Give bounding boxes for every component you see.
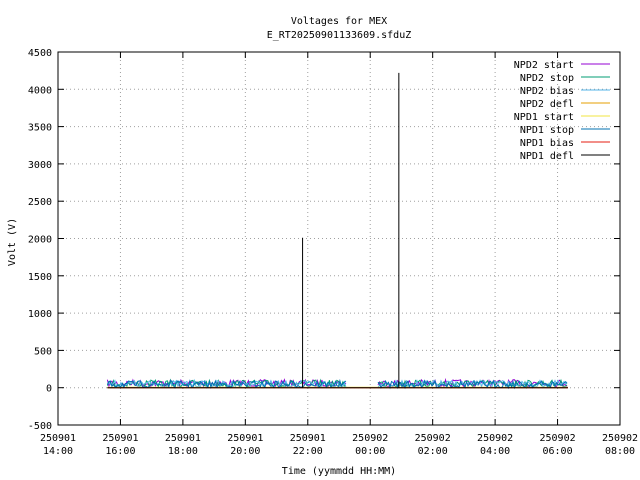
- data-layer: [106, 72, 568, 390]
- x-tick-label-time: 18:00: [168, 446, 198, 457]
- ticks-layer: -500 0 500 1000 1500 2000 2500 3000 3500 4000 4500…: [28, 48, 638, 457]
- y-tick-label: 4000: [28, 85, 52, 96]
- series-line-0: [377, 377, 568, 389]
- x-tick-label-time: 08:00: [605, 446, 635, 457]
- y-tick-label: 1000: [28, 309, 52, 320]
- x-tick-label-date: 250901: [290, 433, 326, 444]
- y-tick-label: -500: [28, 421, 52, 432]
- x-tick-label-date: 250902: [602, 433, 638, 444]
- x-tick-label-time: 06:00: [543, 446, 573, 457]
- legend-label: NPD2 bias: [520, 86, 574, 97]
- legend-label: NPD1 bias: [520, 138, 574, 149]
- x-tick-label-date: 250902: [415, 433, 451, 444]
- x-tick-label-time: 20:00: [230, 446, 260, 457]
- y-axis-label: Volt (V): [7, 218, 18, 266]
- chart-subtitle: E_RT20250901133609.sfduZ: [267, 30, 412, 41]
- chart-title: Voltages for MEX: [291, 16, 387, 27]
- x-tick-label-time: 16:00: [105, 446, 135, 457]
- x-tick-label-date: 250901: [40, 433, 76, 444]
- legend-label: NPD2 stop: [520, 73, 574, 84]
- legend-label: NPD2 start: [514, 60, 574, 71]
- x-tick-label-date: 250901: [227, 433, 263, 444]
- y-tick-label: 0: [46, 384, 52, 395]
- y-tick-label: 4500: [28, 48, 52, 59]
- x-tick-label-date: 250902: [539, 433, 575, 444]
- legend-label: NPD1 defl: [520, 151, 574, 162]
- x-tick-label-time: 00:00: [355, 446, 385, 457]
- y-tick-label: 2000: [28, 235, 52, 246]
- x-tick-label-time: 02:00: [418, 446, 448, 457]
- y-tick-label: 500: [34, 346, 52, 357]
- y-tick-label: 1500: [28, 272, 52, 283]
- x-tick-label-time: 04:00: [480, 446, 510, 457]
- x-tick-label-time: 14:00: [43, 446, 73, 457]
- x-tick-label-date: 250901: [102, 433, 138, 444]
- legend-label: NPD2 defl: [520, 99, 574, 110]
- y-tick-label: 3500: [28, 123, 52, 134]
- legend-label: NPD1 start: [514, 112, 574, 123]
- y-tick-label: 3000: [28, 160, 52, 171]
- series-line-5: [106, 378, 347, 390]
- x-tick-label-date: 250902: [477, 433, 513, 444]
- series-line-5: [377, 379, 568, 390]
- x-tick-label-date: 250902: [352, 433, 388, 444]
- x-tick-label-time: 22:00: [293, 446, 323, 457]
- y-tick-label: 2500: [28, 197, 52, 208]
- legend-label: NPD1 stop: [520, 125, 574, 136]
- legend: NPD2 start NPD2 stop NPD2 bias NPD2 defl NPD…: [514, 60, 610, 162]
- x-axis-label: Time (yymmdd HH:MM): [282, 466, 396, 477]
- x-tick-label-date: 250901: [165, 433, 201, 444]
